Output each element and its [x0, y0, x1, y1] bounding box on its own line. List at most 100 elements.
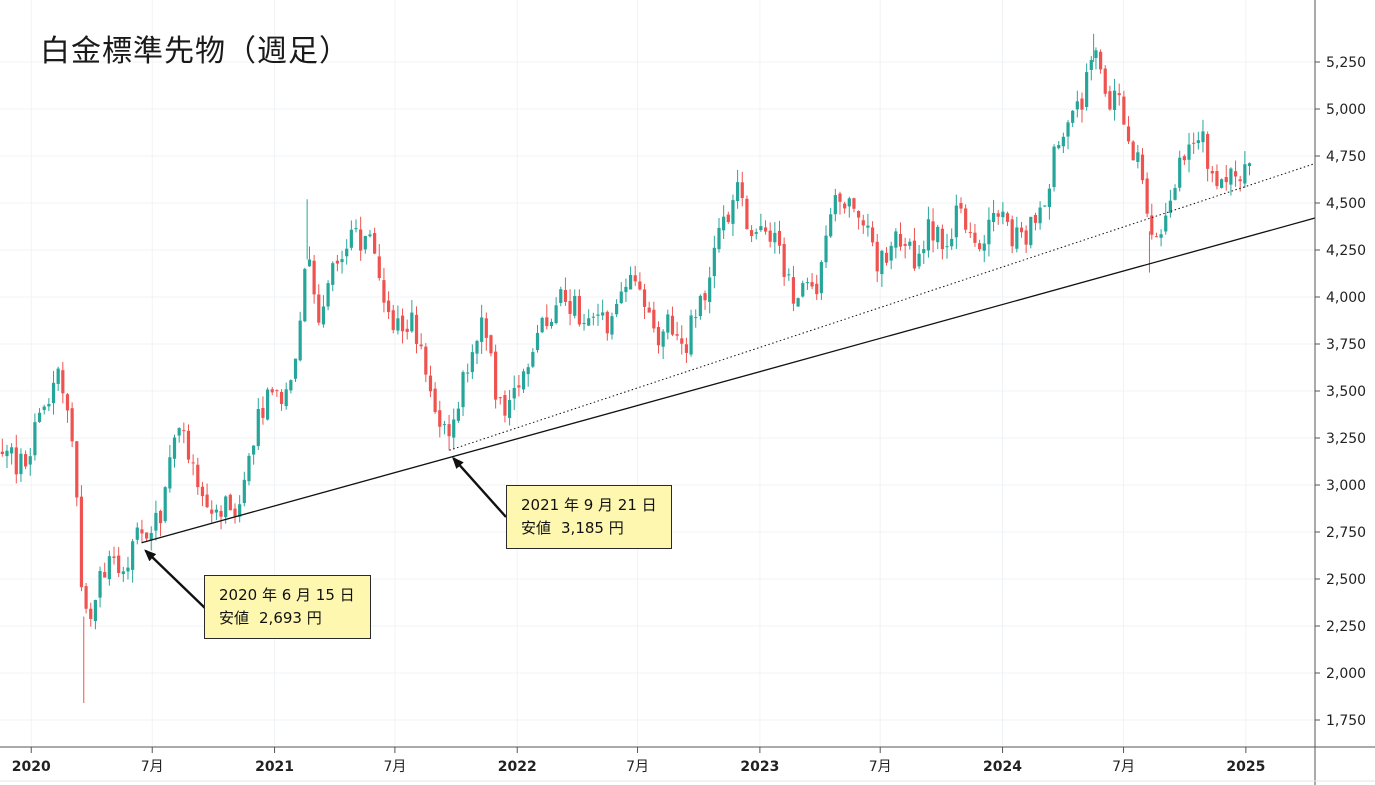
candle-body: [442, 424, 447, 426]
candle-body: [363, 235, 367, 250]
candle-body: [377, 256, 381, 279]
candle-body: [749, 230, 754, 237]
candle-body: [247, 455, 251, 482]
y-tick-label: 2,750: [1326, 525, 1366, 541]
candle-body: [987, 219, 991, 245]
annotation-low-label: 安値: [521, 519, 552, 537]
candle-body: [545, 317, 549, 327]
candle-body: [433, 388, 437, 413]
candle-body: [1071, 110, 1075, 123]
candle-body: [903, 243, 907, 246]
candle-body: [628, 274, 633, 290]
candle-body: [1145, 178, 1149, 214]
candle-body: [870, 227, 875, 243]
candle-body: [1024, 230, 1028, 245]
candle-body: [261, 407, 265, 418]
candle-body: [1247, 163, 1252, 167]
candle-body: [1108, 91, 1112, 110]
candle-body: [1229, 168, 1233, 185]
candle-body: [293, 358, 298, 379]
chart-title: 白金標準先物（週足）: [40, 34, 350, 69]
candle-body: [619, 291, 623, 304]
y-tick-label: 3,250: [1326, 431, 1366, 447]
candle-body: [428, 375, 433, 392]
candle-body: [638, 281, 642, 290]
candle-body: [698, 295, 702, 317]
y-tick-label: 5,250: [1326, 55, 1366, 71]
candle-body: [144, 532, 149, 539]
candlesticks: [0, 33, 1252, 704]
candle-body: [494, 351, 498, 400]
candle-body: [373, 233, 377, 254]
annotation-value: 2,693 円: [259, 609, 322, 627]
candle-body: [940, 228, 944, 250]
candle-body: [591, 316, 595, 318]
candle-body: [912, 240, 917, 269]
candle-body: [964, 208, 968, 230]
annotation-value: 3,185 円: [561, 519, 624, 537]
candle-body: [1154, 236, 1159, 238]
candle-body: [33, 422, 37, 456]
candle-body: [540, 317, 544, 333]
candle-body: [117, 555, 121, 574]
candle-body: [298, 320, 302, 361]
candle-body: [284, 389, 288, 407]
candle-body: [1057, 145, 1061, 149]
candle-body: [1168, 200, 1173, 213]
candle-body: [303, 268, 307, 322]
candle-body: [973, 232, 977, 243]
candle-body: [908, 241, 912, 246]
x-tick-label: 7月: [869, 759, 892, 775]
candle-body: [65, 394, 70, 411]
candle-body: [140, 529, 144, 534]
grid: [0, 0, 1315, 747]
candle-body: [466, 372, 470, 374]
candle-body: [507, 399, 512, 419]
x-tick-label: 2025: [1226, 759, 1265, 775]
x-tick-label: 7月: [626, 759, 649, 775]
y-tick-label: 4,500: [1326, 196, 1366, 212]
candle-body: [321, 306, 326, 325]
x-tick-label: 2023: [740, 759, 779, 775]
candle-body: [1080, 98, 1084, 110]
y-tick-label: 3,000: [1326, 478, 1366, 494]
candle-body: [349, 229, 353, 248]
candle-body: [121, 571, 125, 575]
candle-body: [926, 219, 931, 251]
candle-body: [1187, 144, 1191, 160]
candle-body: [861, 220, 865, 226]
candle-body: [1066, 122, 1070, 137]
candle-body: [168, 457, 172, 489]
candle-body: [1136, 152, 1140, 162]
candle-body: [79, 496, 84, 588]
candle-body: [289, 380, 293, 391]
candle-body: [1131, 141, 1135, 161]
candle-body: [731, 200, 735, 224]
candle-body: [279, 391, 284, 404]
candle-body: [647, 307, 651, 313]
candle-body: [503, 395, 507, 416]
support-line: [141, 217, 1316, 544]
y-tick-label: 4,250: [1326, 243, 1366, 259]
candle-body: [833, 195, 837, 215]
candle-body: [242, 479, 246, 504]
candle-body: [745, 198, 749, 230]
candle-body: [331, 263, 335, 285]
candle-body: [1150, 215, 1154, 235]
candle-body: [56, 368, 60, 384]
candle-body: [335, 260, 339, 264]
candle-body: [37, 412, 42, 422]
candle-body: [531, 352, 535, 367]
candle-body: [875, 241, 879, 272]
candle-body: [712, 247, 716, 277]
candle-body: [70, 408, 74, 442]
x-tick-label: 2024: [983, 759, 1022, 775]
candle-body: [205, 494, 209, 508]
candle-body: [396, 318, 400, 331]
candle-body: [214, 509, 218, 513]
candle-body: [777, 230, 782, 246]
candle-body: [1233, 171, 1238, 177]
candle-body: [131, 541, 135, 570]
candle-body: [1126, 126, 1131, 142]
